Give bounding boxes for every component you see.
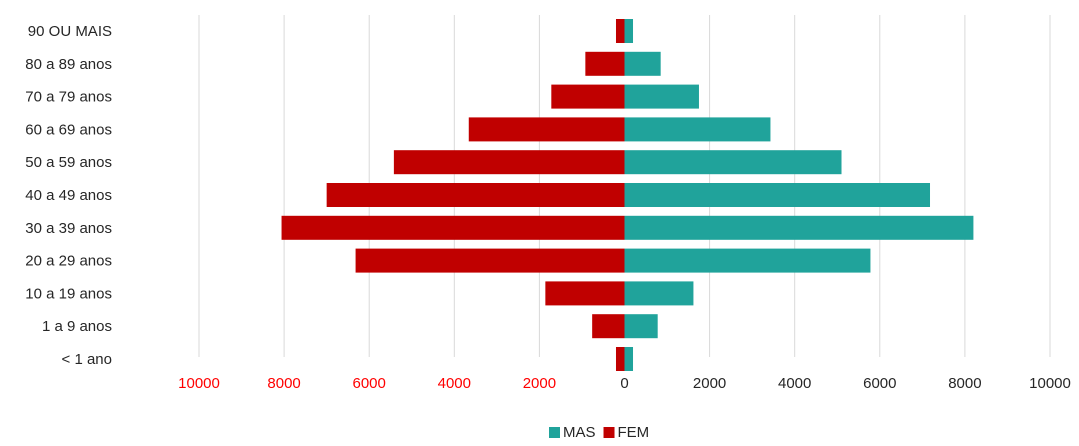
category-label: 90 OU MAIS — [28, 23, 112, 40]
legend: MAS FEM — [549, 424, 649, 441]
bar-mas-20-a-29-anos — [624, 248, 871, 273]
category-label: < 1 ano — [62, 351, 112, 368]
category-label: 1 a 9 anos — [42, 318, 112, 335]
category-label: 20 a 29 anos — [25, 253, 112, 270]
bar-fem-90-ou-mais — [615, 19, 625, 43]
bar-fem-50-a-59-anos — [393, 150, 625, 175]
bar-fem-30-a-39-anos — [281, 215, 625, 240]
bar-mas-60-a-69-anos — [624, 117, 771, 142]
category-label: 80 a 89 anos — [25, 56, 112, 73]
bar-mas-90-ou-mais — [624, 19, 634, 43]
bar-fem-1-ano — [615, 347, 625, 371]
bar-mas-10-a-19-anos — [624, 281, 694, 306]
x-tick-label: 10000 — [1029, 375, 1071, 392]
bars — [281, 19, 974, 371]
x-tick-label: 2000 — [523, 375, 556, 392]
legend-swatch-mas — [549, 427, 560, 438]
category-label: 70 a 79 anos — [25, 89, 112, 106]
legend-swatch-fem — [603, 427, 615, 438]
bar-fem-10-a-19-anos — [545, 281, 625, 306]
x-axis-tick-labels: 10000 8000 6000 4000 2000 0 2000 4000 6000 8000 10… — [178, 375, 1071, 392]
bar-mas-40-a-49-anos — [624, 183, 931, 207]
x-tick-label: 4000 — [438, 375, 471, 392]
bar-mas-1-a-9-anos — [624, 314, 658, 339]
category-label: 30 a 39 anos — [25, 220, 112, 237]
x-tick-label: 0 — [620, 375, 628, 392]
x-tick-label: 6000 — [353, 375, 386, 392]
bar-fem-80-a-89-anos — [585, 51, 625, 76]
bar-mas-80-a-89-anos — [624, 51, 661, 76]
category-label: 60 a 69 anos — [25, 121, 112, 138]
bar-fem-40-a-49-anos — [326, 183, 625, 207]
bar-fem-60-a-69-anos — [468, 117, 625, 142]
x-tick-label: 10000 — [178, 375, 220, 392]
x-tick-label: 6000 — [863, 375, 896, 392]
x-tick-label: 8000 — [267, 375, 300, 392]
legend-label-mas: MAS — [563, 424, 596, 441]
category-label: 50 a 59 anos — [25, 154, 112, 171]
x-tick-label: 2000 — [693, 375, 726, 392]
category-label: 40 a 49 anos — [25, 187, 112, 204]
bar-mas-50-a-59-anos — [624, 150, 842, 175]
category-labels: 90 OU MAIS 80 a 89 anos 70 a 79 anos 60 a 6… — [25, 23, 112, 368]
x-tick-label: 4000 — [778, 375, 811, 392]
bar-mas-70-a-79-anos — [624, 84, 699, 109]
bar-fem-1-a-9-anos — [592, 314, 625, 339]
bar-mas-30-a-39-anos — [624, 215, 974, 240]
x-tick-label: 8000 — [948, 375, 981, 392]
category-label: 10 a 19 anos — [25, 285, 112, 302]
legend-label-fem: FEM — [618, 424, 650, 441]
bar-mas-1-ano — [624, 347, 634, 371]
bar-fem-70-a-79-anos — [551, 84, 625, 109]
bar-fem-20-a-29-anos — [355, 248, 625, 273]
